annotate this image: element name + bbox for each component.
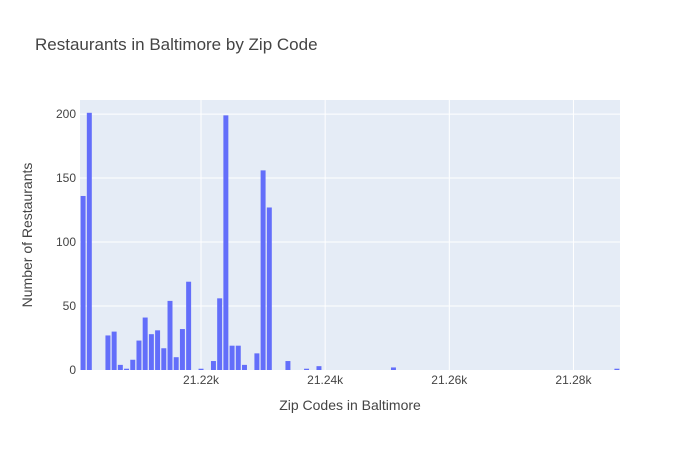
x-axis-label: Zip Codes in Baltimore: [279, 397, 421, 413]
y-tick-label: 0: [69, 363, 76, 377]
y-ticks: 0 50 100 150 200: [56, 107, 76, 377]
y-tick-label: 150: [56, 171, 76, 185]
bar[interactable]: [136, 340, 142, 370]
bar[interactable]: [179, 329, 185, 370]
x-tick-label: 21.24k: [307, 373, 344, 387]
bar[interactable]: [105, 335, 111, 370]
bar[interactable]: [285, 361, 291, 370]
bar[interactable]: [167, 300, 173, 370]
bar[interactable]: [186, 281, 192, 370]
y-axis-label: Number of Restaurants: [19, 163, 35, 308]
bar[interactable]: [304, 368, 310, 370]
bar[interactable]: [229, 345, 235, 370]
bar[interactable]: [117, 364, 123, 370]
x-ticks: 21.22k 21.24k 21.26k 21.28k: [183, 373, 592, 387]
bar[interactable]: [260, 170, 266, 370]
bars-group: [80, 112, 620, 371]
gridlines: [80, 100, 620, 370]
bar[interactable]: [130, 359, 136, 370]
y-tick-label: 100: [56, 235, 76, 249]
bar[interactable]: [161, 348, 167, 370]
y-tick-label: 200: [56, 107, 76, 121]
bar[interactable]: [124, 368, 130, 370]
bar[interactable]: [173, 357, 179, 370]
x-tick-label: 21.26k: [431, 373, 468, 387]
bar[interactable]: [111, 331, 117, 370]
bar[interactable]: [217, 298, 223, 370]
chart-title: Restaurants in Baltimore by Zip Code: [35, 35, 318, 54]
bar[interactable]: [198, 368, 204, 370]
bar[interactable]: [210, 361, 216, 370]
bar[interactable]: [148, 334, 154, 370]
bar[interactable]: [266, 207, 272, 370]
bar[interactable]: [80, 195, 86, 370]
bar[interactable]: [223, 115, 229, 370]
plot-background: [80, 100, 620, 370]
x-tick-label: 21.22k: [183, 373, 220, 387]
bar[interactable]: [235, 345, 241, 370]
bar[interactable]: [242, 364, 247, 370]
bar[interactable]: [390, 367, 396, 370]
bar[interactable]: [155, 330, 161, 370]
bar[interactable]: [316, 366, 322, 370]
bar[interactable]: [254, 353, 260, 370]
bar[interactable]: [142, 317, 148, 370]
y-tick-label: 50: [63, 299, 77, 313]
x-tick-label: 21.28k: [555, 373, 592, 387]
bar[interactable]: [614, 368, 620, 370]
bar[interactable]: [86, 112, 92, 371]
